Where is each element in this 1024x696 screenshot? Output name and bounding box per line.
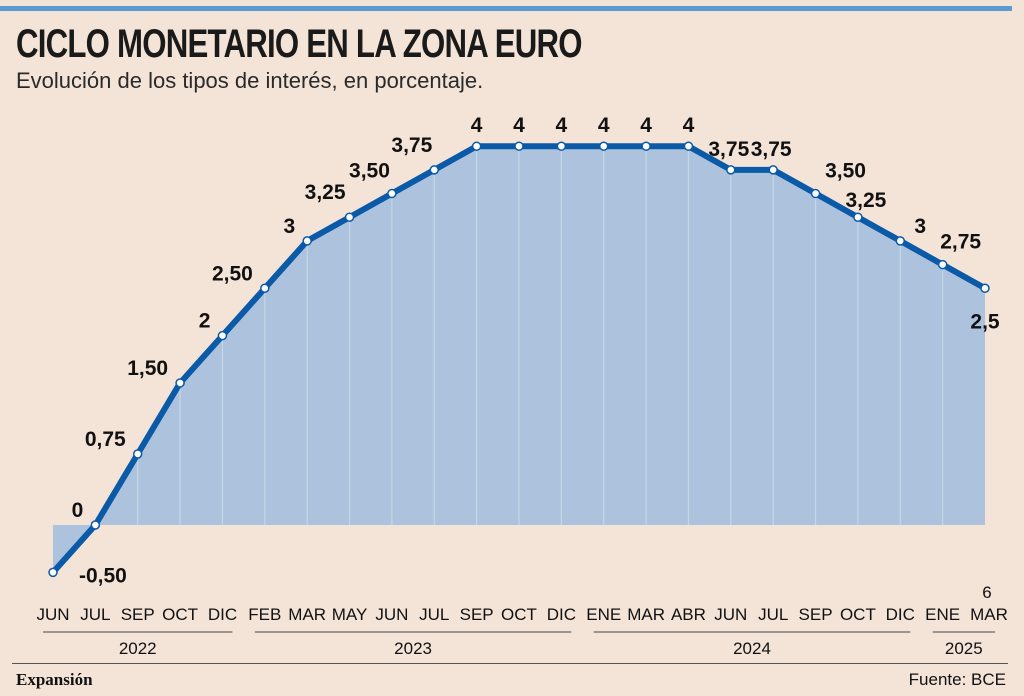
x-tick-label: JUN <box>714 605 747 624</box>
x-tick-label: SEP <box>121 605 155 624</box>
x-tick-label: SEP <box>460 605 494 624</box>
data-label: 0,75 <box>85 428 126 451</box>
chart-title: CICLO MONETARIO EN LA ZONA EURO <box>16 22 582 66</box>
data-point <box>48 567 58 578</box>
x-tick-label: OCT <box>162 605 198 624</box>
data-label: 2 <box>199 310 211 333</box>
data-label: 4 <box>598 114 610 137</box>
data-point <box>514 141 524 151</box>
data-label: 3 <box>283 215 295 238</box>
x-tick-label: DIC <box>547 605 576 624</box>
x-tick-label: DIC <box>208 605 237 624</box>
x-tick-label: OCT <box>840 605 876 624</box>
data-label: 2,75 <box>940 231 981 254</box>
data-point <box>471 141 482 151</box>
data-label: 3,75 <box>708 138 749 161</box>
x-tick-label: ENE <box>925 605 960 624</box>
data-point <box>387 188 397 199</box>
data-point <box>344 212 355 222</box>
data-label: 3 <box>914 215 926 238</box>
data-point <box>598 141 609 151</box>
x-tick-label: DIC <box>886 605 915 624</box>
data-label: -0,50 <box>79 564 127 587</box>
x-tick-label: JUN <box>375 605 408 624</box>
x-tick-label: MAY <box>332 605 368 624</box>
year-label: 2024 <box>733 639 771 658</box>
data-point <box>175 378 185 388</box>
x-tick-label: JUN <box>36 605 69 624</box>
data-label: 4 <box>640 114 652 137</box>
data-point <box>641 141 651 151</box>
x-tick-label: MAR <box>288 605 326 624</box>
data-point <box>683 141 694 151</box>
data-label: 3,75 <box>391 134 432 157</box>
data-point <box>895 236 906 246</box>
data-point <box>937 259 948 270</box>
data-label: 3,75 <box>751 138 792 161</box>
data-label: 4 <box>556 114 568 137</box>
data-label: 2,5 <box>970 310 1000 333</box>
data-label: 3,50 <box>825 160 866 183</box>
data-label: 4 <box>471 114 483 137</box>
x-tick-label: MAR <box>627 605 665 624</box>
top-accent-rule <box>0 6 1012 11</box>
x-tick-label: MAR <box>970 605 1008 624</box>
data-point <box>556 141 567 151</box>
x-tick-label: JUL <box>758 605 788 624</box>
data-point <box>980 283 990 293</box>
data-label: 4 <box>683 114 695 137</box>
data-label: 1,50 <box>127 357 168 380</box>
x-tick-label: ENE <box>586 605 621 624</box>
x-tick-label: FEB <box>248 605 281 624</box>
data-point <box>132 449 143 459</box>
footer-rule <box>12 663 1008 664</box>
x-tick-label: JUL <box>80 605 110 624</box>
data-point <box>260 283 270 293</box>
data-point <box>217 330 228 341</box>
data-point <box>90 520 101 530</box>
data-point <box>302 236 312 246</box>
data-point <box>853 212 863 222</box>
data-point <box>429 165 440 175</box>
data-label: 2,50 <box>212 262 253 285</box>
extra-label: 6 <box>982 583 991 602</box>
data-label: 0 <box>72 499 84 522</box>
x-tick-label: JUL <box>419 605 449 624</box>
source-note: Fuente: BCE <box>908 670 1006 689</box>
year-label: 2025 <box>945 639 983 658</box>
x-tick-label: SEP <box>799 605 833 624</box>
data-label: 3,25 <box>845 189 886 212</box>
data-point <box>768 165 778 175</box>
x-tick-label: OCT <box>501 605 537 624</box>
data-point <box>810 188 821 199</box>
brand-logo: Expansión <box>16 670 93 689</box>
data-point <box>726 165 736 175</box>
data-label: 3,25 <box>305 181 346 204</box>
data-label: 4 <box>513 114 525 137</box>
data-label: 3,50 <box>349 160 390 183</box>
year-label: 2023 <box>394 639 432 658</box>
x-tick-label: ABR <box>671 605 706 624</box>
year-label: 2022 <box>119 639 157 658</box>
chart-subtitle: Evolución de los tipos de interés, en po… <box>16 68 484 93</box>
